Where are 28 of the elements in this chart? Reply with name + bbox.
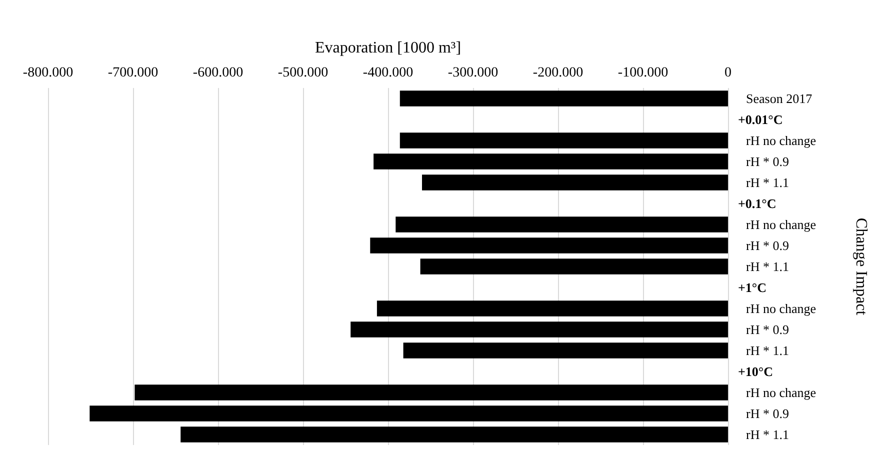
- x-tick-label: -800.000: [22, 66, 74, 80]
- y-tick-label: rH no change: [746, 301, 816, 316]
- x-tick-label: 0: [724, 66, 732, 80]
- x-axis-title: Evaporation [1000 m³]: [314, 40, 462, 56]
- x-tick-label: -700.000: [108, 66, 158, 80]
- y-tick-label: rH * 0.9: [746, 322, 789, 337]
- y-tick-label: rH no change: [746, 385, 816, 400]
- y-tick-label: +1°C: [738, 280, 766, 295]
- x-tick-label: -500.000: [278, 66, 328, 80]
- y-tick-label: rH * 1.1: [746, 343, 789, 358]
- y-tick-label: rH * 0.9: [746, 238, 789, 253]
- y-tick-label: +0.01°C: [738, 112, 783, 127]
- x-tick-label: -400.000: [362, 66, 414, 80]
- y-tick-label: rH no change: [746, 133, 816, 148]
- y-tick-label: +10°C: [738, 364, 773, 379]
- x-tick-label: -200.000: [532, 66, 584, 80]
- y-tick-label: Season 2017: [746, 91, 813, 106]
- x-tick-label: -300.000: [448, 66, 498, 80]
- x-tick-label: -600.000: [192, 66, 244, 80]
- y-tick-label: +0.1°C: [738, 196, 776, 211]
- y-tick-label: rH no change: [746, 217, 816, 232]
- y-tick-label: rH * 0.9: [746, 154, 789, 169]
- y-tick-label: rH * 1.1: [746, 175, 789, 190]
- y-axis-title: Change Impact: [852, 218, 870, 316]
- x-tick-label: -100.000: [618, 66, 668, 80]
- y-tick-label: rH * 1.1: [746, 427, 789, 442]
- y-tick-label: rH * 1.1: [746, 259, 789, 274]
- y-tick-label: rH * 0.9: [746, 406, 789, 421]
